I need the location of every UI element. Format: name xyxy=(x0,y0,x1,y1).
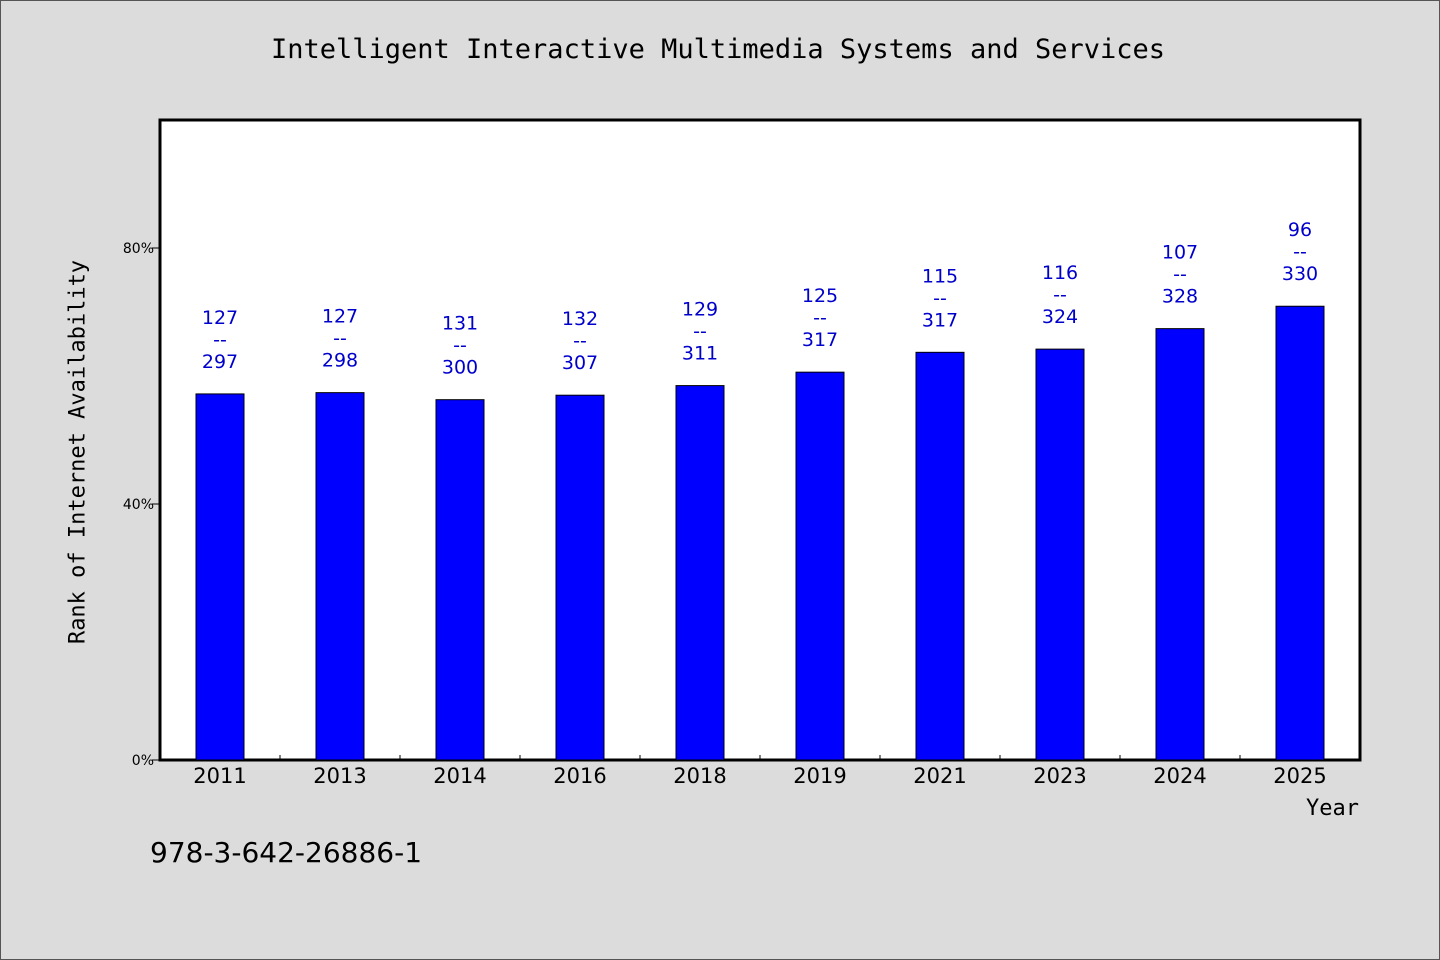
bar xyxy=(1275,305,1325,761)
y-tick-label: 0% xyxy=(132,753,154,769)
data-label: 115 xyxy=(922,265,958,287)
x-tick-label: 2019 xyxy=(793,764,846,788)
bar xyxy=(1155,328,1205,761)
data-label: 311 xyxy=(682,343,718,365)
data-label: -- xyxy=(1173,264,1187,286)
x-tick-label: 2025 xyxy=(1273,764,1326,788)
data-label: -- xyxy=(213,329,227,351)
x-tick-label: 2018 xyxy=(673,764,726,788)
data-label: 317 xyxy=(802,329,838,351)
bar xyxy=(435,399,485,761)
bar xyxy=(1035,348,1085,761)
data-label: 300 xyxy=(442,357,478,379)
data-label: 317 xyxy=(922,309,958,331)
bar xyxy=(795,371,845,761)
data-label: 132 xyxy=(562,308,598,330)
data-labels-group: 127--297127--298131--300132--307129--311… xyxy=(202,219,1318,378)
data-label: 116 xyxy=(1042,262,1078,284)
data-label: 298 xyxy=(322,350,358,372)
data-label: -- xyxy=(333,328,347,350)
bar xyxy=(195,393,245,761)
data-label: 297 xyxy=(202,351,238,373)
bar xyxy=(675,385,725,761)
data-label: 307 xyxy=(562,352,598,374)
data-label: 96 xyxy=(1288,219,1312,241)
data-label: 129 xyxy=(682,299,718,321)
isbn-text: 978-3-642-26886-1 xyxy=(150,836,423,869)
y-tick-label: 40% xyxy=(123,497,154,513)
x-axis: 2011 2013 2014 2016 2018 2019 2021 2023 2024 2025 xyxy=(193,755,1327,788)
bars-group xyxy=(195,305,1325,761)
data-label: 324 xyxy=(1042,306,1078,328)
x-tick-label: 2023 xyxy=(1033,764,1086,788)
data-label: -- xyxy=(573,330,587,352)
x-tick-label: 2014 xyxy=(433,764,486,788)
x-tick-label: 2011 xyxy=(193,764,246,788)
data-label: -- xyxy=(933,287,947,309)
data-label: 107 xyxy=(1162,242,1198,264)
data-label: -- xyxy=(813,307,827,329)
x-tick-label: 2016 xyxy=(553,764,606,788)
x-axis-label: Year xyxy=(1306,796,1359,821)
data-label: -- xyxy=(693,321,707,343)
bar xyxy=(555,394,605,761)
y-tick-label: 80% xyxy=(123,241,154,257)
data-label: -- xyxy=(453,335,467,357)
data-label: 125 xyxy=(802,285,838,307)
bar xyxy=(315,392,365,761)
x-tick-label: 2013 xyxy=(313,764,366,788)
data-label: 127 xyxy=(322,306,358,328)
chart-title: Intelligent Interactive Multimedia Syste… xyxy=(270,34,1166,65)
x-tick-label: 2021 xyxy=(913,764,966,788)
data-label: 330 xyxy=(1282,263,1318,285)
data-label: 328 xyxy=(1162,286,1198,308)
data-label: 131 xyxy=(442,313,478,335)
data-label: 127 xyxy=(202,307,238,329)
bar xyxy=(915,351,965,761)
y-axis: 0% 40% 80% xyxy=(123,241,160,769)
data-label: -- xyxy=(1053,284,1067,306)
data-label: -- xyxy=(1293,241,1307,263)
x-tick-label: 2024 xyxy=(1153,764,1206,788)
